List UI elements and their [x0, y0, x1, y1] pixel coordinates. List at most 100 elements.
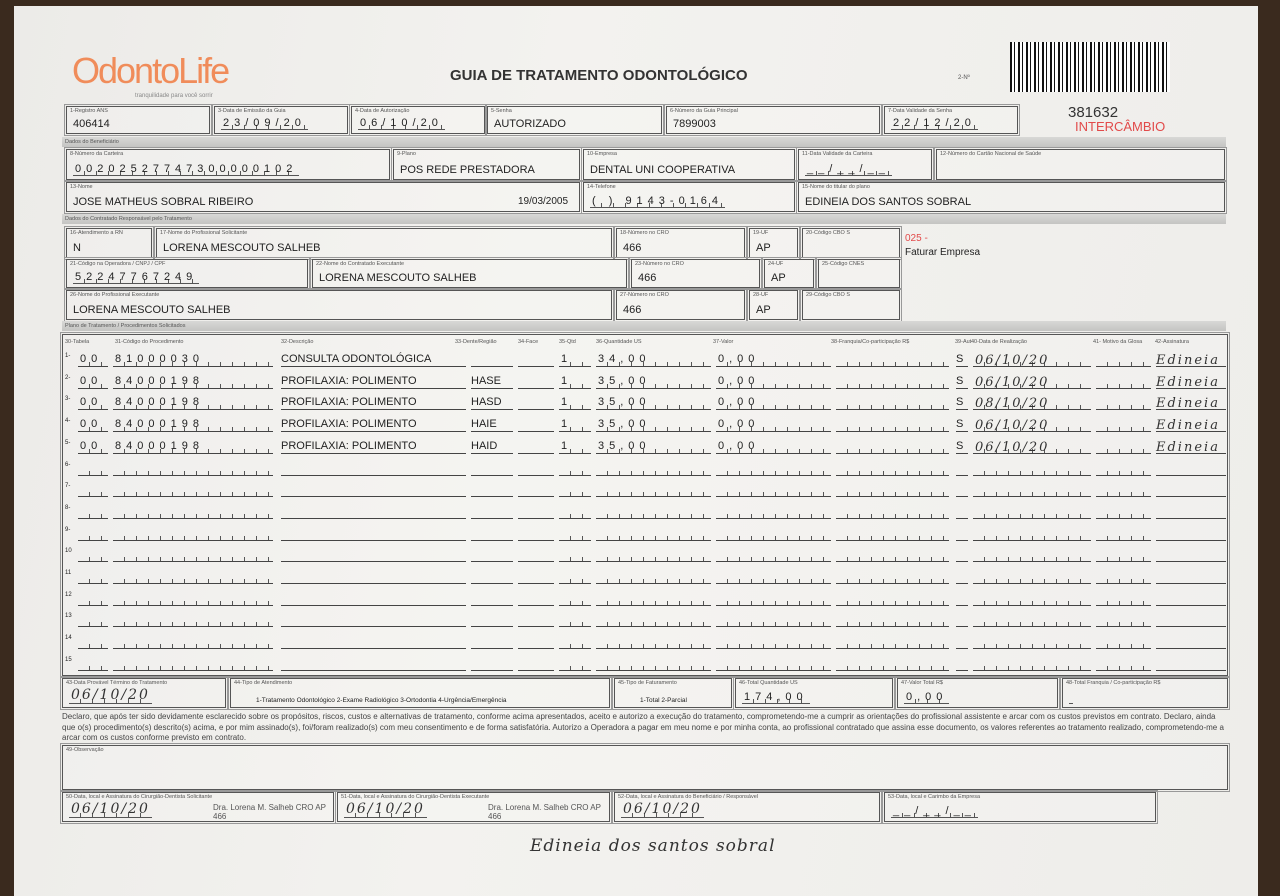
field-f46[interactable]: 46-Total Quantidade US 174,00 [733, 676, 895, 710]
cell-qtd[interactable] [559, 548, 591, 563]
cell-franquia[interactable] [836, 526, 949, 541]
cell-descricao[interactable] [281, 527, 466, 541]
cell-assinatura[interactable]: Edineia [1156, 418, 1226, 433]
cell-franquia[interactable] [836, 548, 949, 563]
cell-franquia[interactable] [836, 504, 949, 519]
cell-aut[interactable] [956, 462, 968, 476]
cell-tabela[interactable] [78, 570, 108, 584]
cell-dente[interactable] [471, 548, 513, 563]
field-f5[interactable]: 5-Senha AUTORIZADO [485, 104, 664, 136]
cell-dente[interactable] [471, 483, 513, 498]
cell-glosa[interactable] [1096, 439, 1151, 454]
cell-qtd[interactable]: 1 [559, 418, 591, 433]
cell-us[interactable] [596, 570, 711, 584]
field-f45[interactable]: 45-Tipo de Faturamento 1-Total 2-Parcial [612, 676, 734, 710]
cell-data[interactable] [973, 613, 1091, 628]
cell-us[interactable]: 34,00 [596, 353, 711, 367]
field-f22[interactable]: 22-Nome do Contratado Executante LORENA M… [310, 257, 629, 290]
cell-descricao[interactable]: PROFILAXIA: POLIMENTO [281, 440, 466, 454]
cell-descricao[interactable] [281, 592, 466, 606]
cell-data[interactable] [973, 548, 1091, 563]
cell-franquia[interactable] [836, 635, 949, 650]
field-f21[interactable]: 21-Código na Operadora / CNPJ / CPF 52247… [64, 257, 310, 290]
cell-face[interactable] [518, 613, 554, 628]
cell-descricao[interactable]: PROFILAXIA: POLIMENTO [281, 396, 466, 411]
cell-data[interactable]: 06/10/20 [973, 439, 1091, 455]
cell-descricao[interactable]: PROFILAXIA: POLIMENTO [281, 418, 466, 433]
cell-codigo[interactable] [113, 635, 273, 650]
cell-face[interactable] [518, 548, 554, 563]
cell-assinatura[interactable] [1156, 613, 1226, 628]
cell-tabela[interactable]: 00 [78, 353, 108, 367]
field-f44[interactable]: 44-Tipo de Atendimento 1-Tratamento Odont… [228, 676, 612, 710]
cell-franquia[interactable] [836, 418, 949, 433]
cell-aut[interactable] [956, 527, 968, 541]
cell-dente[interactable]: HAID [471, 440, 513, 454]
field-f8[interactable]: 8-Número da Carteira 00202527747300000102 [64, 147, 392, 182]
cell-us[interactable]: 35,00 [596, 374, 711, 389]
cell-aut[interactable] [956, 657, 968, 671]
field-f51[interactable]: 51-Data, local e Assinatura do Cirurgião… [335, 790, 612, 824]
cell-aut[interactable] [956, 570, 968, 584]
cell-codigo[interactable] [113, 548, 273, 563]
cell-qtd[interactable] [559, 635, 591, 650]
field-f26[interactable]: 26-Nome do Profissional Executante LORENA… [64, 288, 614, 322]
field-f24[interactable]: 24-UF AP [762, 257, 816, 290]
cell-valor[interactable] [716, 461, 831, 476]
cell-aut[interactable] [956, 548, 968, 563]
field-f19[interactable]: 19-UF AP [747, 226, 800, 260]
cell-assinatura[interactable]: Edineia [1156, 353, 1226, 368]
table-row[interactable]: 13 [63, 609, 1227, 630]
field-f3[interactable]: 3-Data de Emissão da Guia 23/09/20 [212, 104, 350, 136]
cell-aut[interactable]: S [956, 418, 968, 433]
cell-face[interactable] [518, 527, 554, 541]
cell-codigo[interactable]: 84000198 [113, 374, 273, 389]
cell-assinatura[interactable] [1156, 527, 1226, 541]
cell-codigo[interactable] [113, 613, 273, 628]
cell-valor[interactable] [716, 548, 831, 563]
cell-franquia[interactable] [836, 483, 949, 498]
table-row[interactable]: 3- 00 84000198 PROFILAXIA: POLIMENTO HASD 1 35… [63, 392, 1227, 413]
cell-franquia[interactable] [836, 439, 949, 454]
cell-dente[interactable] [471, 353, 513, 367]
cell-face[interactable] [518, 505, 554, 519]
cell-codigo[interactable] [113, 526, 273, 541]
cell-face[interactable] [518, 396, 554, 411]
cell-assinatura[interactable] [1156, 657, 1226, 671]
cell-valor[interactable] [716, 656, 831, 671]
cell-tabela[interactable] [78, 461, 108, 476]
cell-assinatura[interactable] [1156, 505, 1226, 519]
cell-data[interactable]: 08/10/20 [973, 396, 1091, 411]
cell-glosa[interactable] [1096, 613, 1151, 628]
field-f53[interactable]: 53-Data, local e Carimbo da Empresa __/__… [882, 790, 1158, 824]
cell-glosa[interactable] [1096, 374, 1151, 389]
cell-assinatura[interactable] [1156, 570, 1226, 584]
cell-dente[interactable] [471, 527, 513, 541]
cell-franquia[interactable] [836, 396, 949, 411]
cell-descricao[interactable] [281, 505, 466, 519]
cell-face[interactable] [518, 462, 554, 476]
field-f17[interactable]: 17-Nome do Profissional Solicitante LOREN… [154, 226, 614, 260]
cell-valor[interactable]: 0,00 [716, 353, 831, 367]
table-row[interactable]: 10 [63, 544, 1227, 565]
cell-data[interactable]: 06/10/20 [973, 353, 1091, 368]
field-f48[interactable]: 48-Total Franquia / Co-participação R$ [1060, 676, 1230, 710]
cell-tabela[interactable] [78, 504, 108, 519]
cell-data[interactable] [973, 483, 1091, 498]
cell-descricao[interactable] [281, 548, 466, 563]
cell-assinatura[interactable] [1156, 635, 1226, 650]
field-f50[interactable]: 50-Data, local e Assinatura do Cirurgião… [60, 790, 336, 824]
field-f12[interactable]: 12-Número do Cartão Nacional de Saúde [934, 147, 1227, 182]
field-f43[interactable]: 43-Data Provável Término do Tratamento 06… [60, 676, 228, 710]
cell-codigo[interactable]: 84000198 [113, 396, 273, 411]
table-row[interactable]: 15 [63, 653, 1227, 674]
table-row[interactable]: 12 [63, 588, 1227, 609]
cell-franquia[interactable] [836, 353, 949, 367]
cell-valor[interactable] [716, 613, 831, 628]
cell-assinatura[interactable] [1156, 592, 1226, 606]
cell-valor[interactable]: 0,00 [716, 374, 831, 389]
cell-franquia[interactable] [836, 656, 949, 671]
cell-codigo[interactable] [113, 570, 273, 584]
cell-face[interactable] [518, 440, 554, 454]
field-f29[interactable]: 29-Código CBO S [800, 288, 902, 322]
